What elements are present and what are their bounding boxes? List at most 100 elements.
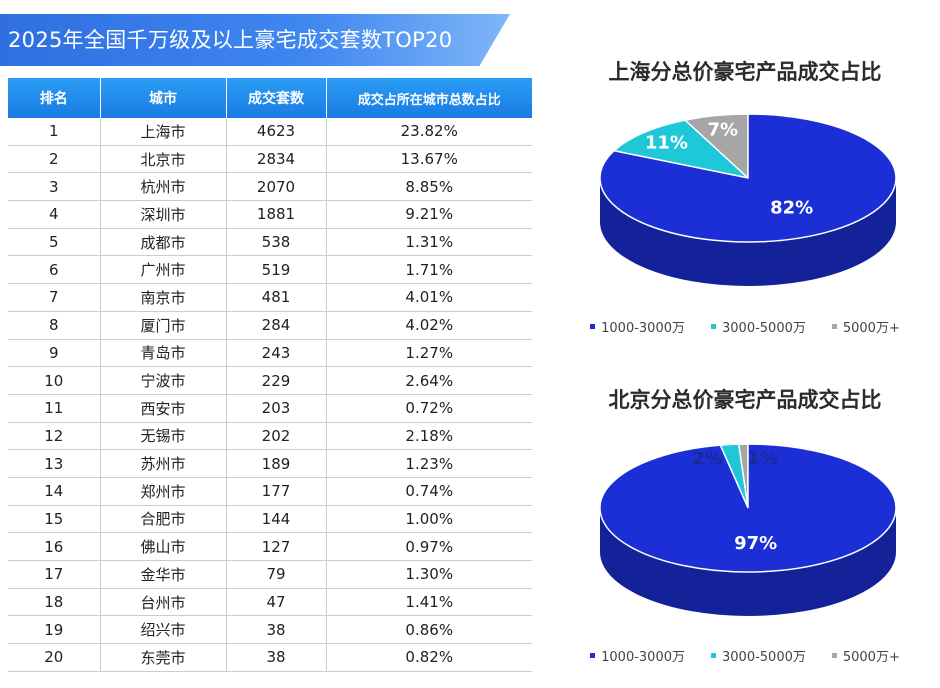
- table-row: 19 绍兴市 38 0.86%: [8, 615, 532, 645]
- table-row: 7 南京市 481 4.01%: [8, 283, 532, 312]
- cell-units: 4623: [226, 118, 327, 146]
- cell-rank: 4: [8, 200, 101, 229]
- pie-data-label: 97%: [734, 533, 777, 554]
- legend-item: 5000万+: [831, 646, 900, 665]
- cell-city: 杭州市: [100, 172, 227, 202]
- table-row: 16 佛山市 127 0.97%: [8, 532, 532, 561]
- table-row: 20 东莞市 38 0.82%: [8, 643, 532, 672]
- table-row: 5 成都市 538 1.31%: [8, 228, 532, 257]
- pie-data-label: 82%: [770, 198, 813, 219]
- table-row: 12 无锡市 202 2.18%: [8, 422, 532, 451]
- cell-city: 金华市: [100, 560, 227, 589]
- legend-label: 5000万+: [842, 650, 900, 665]
- cell-rank: 9: [8, 339, 101, 368]
- pie-svg: 7% 11% 82%: [599, 113, 897, 286]
- legend-item: 1000-3000万: [590, 646, 685, 665]
- cell-units: 2070: [226, 172, 327, 202]
- cell-share: 1.27%: [326, 339, 532, 368]
- cell-city: 广州市: [100, 255, 227, 285]
- cell-rank: 11: [8, 394, 101, 423]
- shanghai-pie-chart: 上海分总价豪宅产品成交占比 7% 11% 82% 1000-3000万 3000-50…: [560, 0, 930, 345]
- cell-units: 79: [226, 560, 327, 589]
- table-row: 4 深圳市 1881 9.21%: [8, 200, 532, 229]
- chart-title: 上海分总价豪宅产品成交占比: [608, 60, 882, 84]
- cell-city: 佛山市: [100, 532, 227, 561]
- table-header-row: 排名 城市 成交套数 成交占所在城市总数占比: [8, 78, 532, 118]
- column-header-city: 城市: [100, 78, 227, 118]
- table-row: 15 合肥市 144 1.00%: [8, 505, 532, 534]
- pie-slice: [599, 443, 897, 573]
- table-row: 3 杭州市 2070 8.85%: [8, 172, 532, 202]
- cell-share: 1.31%: [326, 228, 532, 257]
- cell-share: 0.74%: [326, 477, 532, 506]
- cell-city: 北京市: [100, 145, 227, 174]
- legend-label: 1000-3000万: [601, 321, 685, 336]
- legend-swatch: [711, 653, 716, 658]
- cell-share: 1.30%: [326, 560, 532, 589]
- cell-share: 2.64%: [326, 366, 532, 395]
- table-row: 13 苏州市 189 1.23%: [8, 449, 532, 478]
- cell-rank: 7: [8, 283, 101, 312]
- cell-city: 西安市: [100, 394, 227, 423]
- table-body: 1 上海市 4623 23.82% 2 北京市 2834 13.67% 3 杭州市 2070 8.85…: [8, 118, 532, 672]
- cell-city: 无锡市: [100, 422, 227, 451]
- cell-units: 189: [226, 449, 327, 478]
- legend-item: 5000万+: [831, 317, 900, 336]
- pie-data-label: 1%: [747, 448, 778, 469]
- legend-item: 3000-5000万: [711, 646, 806, 665]
- cell-rank: 2: [8, 145, 101, 174]
- pie-slice: [612, 119, 751, 180]
- table-row: 6 广州市 519 1.71%: [8, 255, 532, 285]
- cell-rank: 14: [8, 477, 101, 506]
- cell-rank: 12: [8, 422, 101, 451]
- cell-city: 苏州市: [100, 449, 227, 478]
- cell-share: 9.21%: [326, 200, 532, 229]
- cell-share: 13.67%: [326, 145, 532, 174]
- cell-units: 481: [226, 283, 327, 312]
- cell-rank: 3: [8, 172, 101, 202]
- column-header-units: 成交套数: [226, 78, 327, 118]
- column-header-share: 成交占所在城市总数占比: [326, 78, 532, 118]
- legend-label: 3000-5000万: [722, 321, 806, 336]
- table-row: 2 北京市 2834 13.67%: [8, 145, 532, 174]
- cell-share: 8.85%: [326, 172, 532, 202]
- cell-units: 243: [226, 339, 327, 368]
- cell-city: 郑州市: [100, 477, 227, 506]
- cell-rank: 19: [8, 615, 101, 645]
- cell-share: 2.18%: [326, 422, 532, 451]
- cell-units: 203: [226, 394, 327, 423]
- cell-city: 成都市: [100, 228, 227, 257]
- cell-share: 0.86%: [326, 615, 532, 645]
- cell-share: 1.23%: [326, 449, 532, 478]
- cell-share: 23.82%: [326, 118, 532, 146]
- table-row: 18 台州市 47 1.41%: [8, 588, 532, 617]
- legend-label: 3000-5000万: [722, 650, 806, 665]
- cell-city: 绍兴市: [100, 615, 227, 645]
- table-row: 11 西安市 203 0.72%: [8, 394, 532, 423]
- cell-city: 东莞市: [100, 643, 227, 672]
- ranking-table: 排名 城市 成交套数 成交占所在城市总数占比 1 上海市 4623 23.82% 2 北京…: [8, 78, 532, 672]
- cell-share: 1.71%: [326, 255, 532, 285]
- cell-units: 144: [226, 505, 327, 534]
- cell-share: 4.01%: [326, 283, 532, 312]
- legend-swatch: [711, 324, 716, 329]
- legend-item: 1000-3000万: [590, 317, 685, 336]
- legend-swatch: [590, 324, 596, 329]
- chart-legend: 1000-3000万 3000-5000万 5000万+: [560, 646, 930, 665]
- pie-data-label: 11%: [645, 133, 688, 154]
- pie-slice-side: [600, 178, 896, 286]
- table-row: 8 厦门市 284 4.02%: [8, 311, 532, 340]
- cell-rank: 8: [8, 311, 101, 340]
- table-row: 9 青岛市 243 1.27%: [8, 339, 532, 368]
- cell-units: 1881: [226, 200, 327, 229]
- cell-units: 2834: [226, 145, 327, 174]
- cell-rank: 16: [8, 532, 101, 561]
- cell-units: 538: [226, 228, 327, 257]
- cell-share: 0.82%: [326, 643, 532, 672]
- legend-swatch: [831, 653, 837, 658]
- cell-rank: 18: [8, 588, 101, 617]
- cell-share: 1.41%: [326, 588, 532, 617]
- table-row: 10 宁波市 229 2.64%: [8, 366, 532, 395]
- cell-rank: 15: [8, 505, 101, 534]
- pie-data-label: 2%: [692, 448, 723, 469]
